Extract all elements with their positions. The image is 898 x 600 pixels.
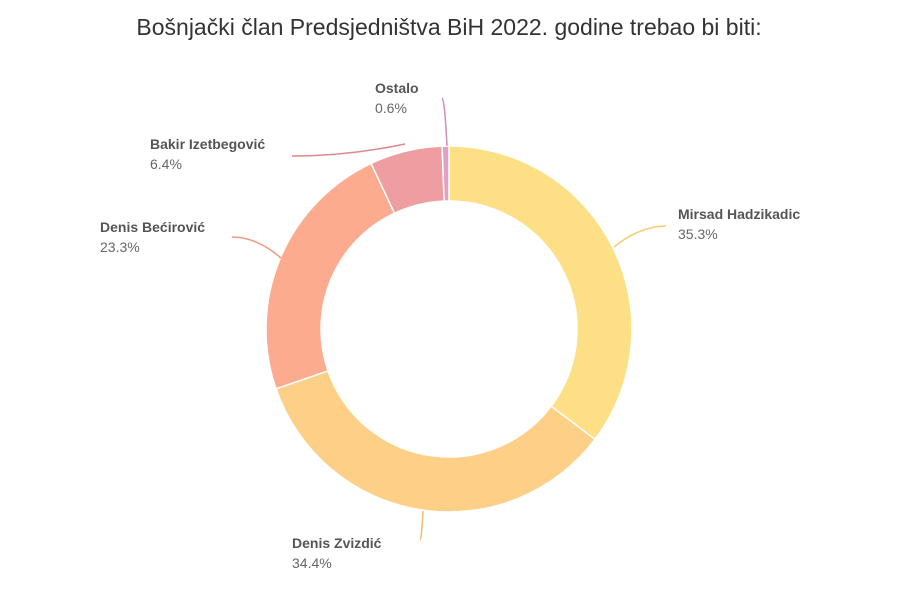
label-name-mirsad-hadzikadic: Mirsad Hadzikadic xyxy=(678,206,800,222)
label-name-denis-becirovic: Denis Bećirović xyxy=(100,219,205,235)
slice-ostalo xyxy=(441,145,450,202)
label-value-denis-zvizdic: 34.4% xyxy=(292,555,332,571)
slice-denis-zvizdic xyxy=(275,369,597,513)
label-name-bakir-izetbegovic: Bakir Izetbegović xyxy=(150,136,265,152)
leader-line-denis-zvizdic xyxy=(419,510,424,541)
leader-line-ostalo xyxy=(441,97,448,147)
label-value-ostalo: 0.6% xyxy=(375,100,407,116)
leader-line-mirsad-hadzikadic xyxy=(613,225,667,248)
leader-line-bakir-izetbegovic xyxy=(291,143,406,157)
label-value-denis-becirovic: 23.3% xyxy=(100,239,140,255)
label-value-bakir-izetbegovic: 6.4% xyxy=(150,156,182,172)
chart-title: Bošnjački član Predsjedništva BiH 2022. … xyxy=(136,14,762,40)
slice-denis-becirovic xyxy=(265,162,396,390)
label-value-mirsad-hadzikadic: 35.3% xyxy=(678,226,718,242)
slice-mirsad-hadzikadic xyxy=(448,145,633,441)
label-name-ostalo: Ostalo xyxy=(375,80,419,96)
label-name-denis-zvizdic: Denis Zvizdić xyxy=(292,535,382,551)
leader-line-denis-becirovic xyxy=(231,236,282,259)
